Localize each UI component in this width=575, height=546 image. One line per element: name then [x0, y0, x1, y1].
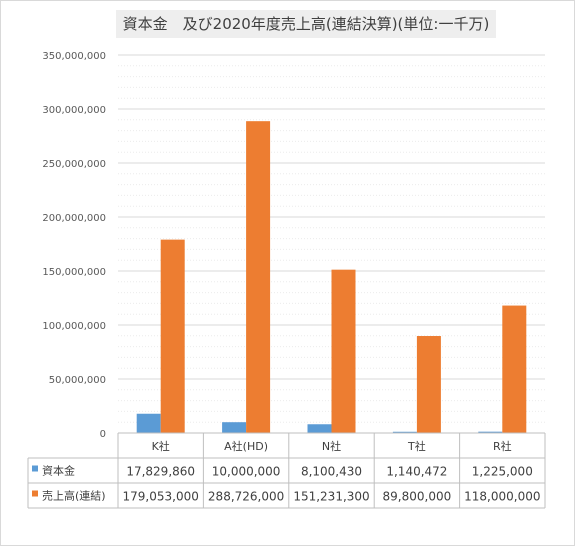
y-tick-label: 200,000,000	[42, 213, 106, 224]
category-label: N社	[322, 439, 341, 453]
category-label: R社	[493, 439, 512, 453]
chart-title-background	[116, 10, 496, 38]
bar-capital	[307, 424, 332, 433]
series-name: 売上高(連結)	[42, 489, 106, 503]
table-value: 118,000,000	[464, 490, 540, 504]
table-value: 10,000,000	[212, 465, 281, 479]
category-label: T社	[407, 439, 426, 453]
bar-sales	[416, 336, 441, 433]
legend-key	[32, 490, 38, 497]
table-value: 151,231,300	[293, 490, 369, 504]
category-label: A社(HD)	[224, 439, 268, 453]
table-value: 1,225,000	[472, 465, 533, 479]
bar-capital	[478, 431, 503, 433]
bar-sales	[160, 239, 185, 433]
bar-sales	[331, 269, 356, 433]
table-value: 1,140,472	[386, 465, 447, 479]
table-value: 288,726,000	[208, 490, 284, 504]
table-value: 179,053,000	[123, 490, 199, 504]
legend-key	[32, 465, 38, 472]
y-tick-label: 300,000,000	[42, 105, 106, 116]
bar-capital	[222, 422, 247, 433]
y-tick-label: 350,000,000	[42, 51, 106, 62]
y-tick-label: 50,000,000	[49, 375, 106, 386]
y-tick-label: 100,000,000	[42, 321, 106, 332]
bar-capital	[392, 431, 417, 433]
table-value: 89,800,000	[383, 490, 452, 504]
y-tick-label: 0	[100, 429, 106, 440]
category-label: K社	[152, 439, 170, 453]
y-axis-tick-labels: 0 50,000,000 100,000,000 150,000,000 200,000…	[42, 51, 106, 440]
y-tick-label: 150,000,000	[42, 267, 106, 278]
y-tick-label: 250,000,000	[42, 159, 106, 170]
table-value: 17,829,860	[126, 465, 195, 479]
series-name: 資本金	[42, 464, 75, 478]
table-value: 8,100,430	[301, 465, 362, 479]
chart-title: 資本金 及び2020年度売上高(連結決算)(単位:一千万)	[122, 15, 490, 33]
bar-sales	[502, 305, 527, 433]
bar-capital	[136, 413, 161, 433]
bar-sales	[246, 121, 271, 434]
bars	[136, 121, 527, 434]
